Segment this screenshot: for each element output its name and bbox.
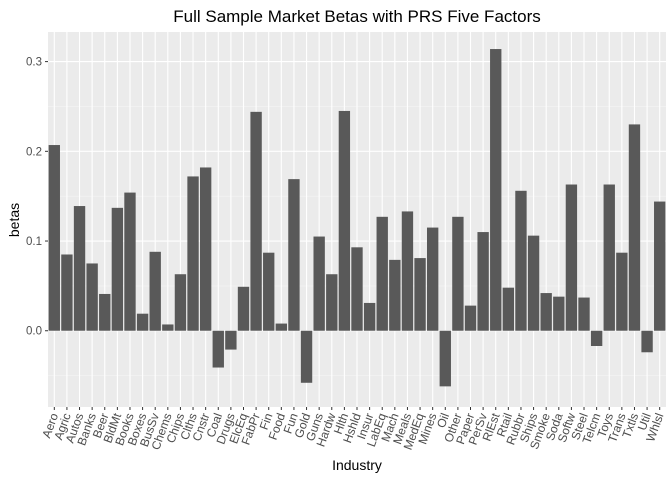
bar-whlsl [654, 201, 666, 331]
y-tick-label: 0.1 [26, 236, 42, 248]
y-tick-label: 0.3 [26, 57, 42, 69]
bar-hlth [338, 110, 351, 331]
bar-mines [426, 227, 439, 331]
bar-meals [401, 211, 414, 331]
bar-medeq [414, 258, 426, 331]
bar-util [641, 330, 653, 353]
bar-food [275, 323, 288, 331]
bar-gold [300, 330, 313, 383]
bar-elceq [237, 286, 250, 331]
bar-autos [73, 206, 86, 331]
bar-guns [313, 236, 325, 331]
bar-txtls [628, 124, 641, 331]
bar-hshld [351, 247, 363, 331]
x-tick-label: Util [635, 411, 654, 432]
bar-oil [439, 330, 451, 387]
x-tick-label: Oil [434, 411, 452, 430]
bar-boxes [136, 313, 149, 331]
bar-other [452, 216, 464, 331]
bar-ships [527, 235, 540, 331]
x-axis-title: Industry [332, 457, 382, 473]
bars [48, 49, 666, 387]
bar-steel [578, 297, 590, 331]
y-tick-label: 0.0 [26, 326, 42, 338]
bar-bldmt [111, 207, 124, 331]
bar-aero [48, 145, 60, 331]
bar-rubbr [515, 190, 527, 331]
bar-labeq [376, 216, 388, 331]
bar-bussv [149, 251, 161, 331]
bar-cnstr [199, 167, 212, 331]
bar-beer [99, 293, 111, 331]
bar-chems [162, 324, 174, 331]
x-tick-label: Fin [257, 411, 276, 431]
bar-banks [86, 263, 98, 331]
bar-soda [553, 296, 565, 331]
bar-books [124, 192, 136, 331]
bar-rlest [490, 49, 502, 331]
bar-rtail [502, 287, 515, 331]
bar-hardw [326, 274, 338, 331]
x-tick-label: Hlth [331, 411, 351, 436]
chart-title: Full Sample Market Betas with PRS Five F… [173, 7, 541, 26]
bar-chips [174, 274, 187, 331]
bar-persv [477, 232, 489, 331]
bar-smoke [540, 293, 552, 331]
major-gridlines [48, 32, 666, 407]
bar-mach [389, 259, 401, 331]
bar-coal [212, 330, 224, 368]
bar-drugs [225, 330, 237, 350]
bar-agric [61, 254, 73, 331]
bar-fun [288, 179, 300, 331]
bar-insur [363, 302, 376, 331]
bar-fabpr [250, 111, 262, 331]
x-tick-label: Fun [281, 411, 301, 435]
bar-trans [616, 252, 628, 331]
bar-fin [263, 252, 275, 331]
y-axis-title: betas [6, 203, 22, 237]
bar-paper [464, 305, 477, 331]
y-tick-label: 0.2 [26, 146, 42, 158]
bar-softw [565, 184, 578, 331]
bar-telcm [590, 330, 603, 346]
bar-clths [187, 176, 199, 331]
y-axis-ticks: 0.0 0.1 0.2 0.3 [26, 57, 48, 338]
bar-toys [603, 184, 615, 331]
